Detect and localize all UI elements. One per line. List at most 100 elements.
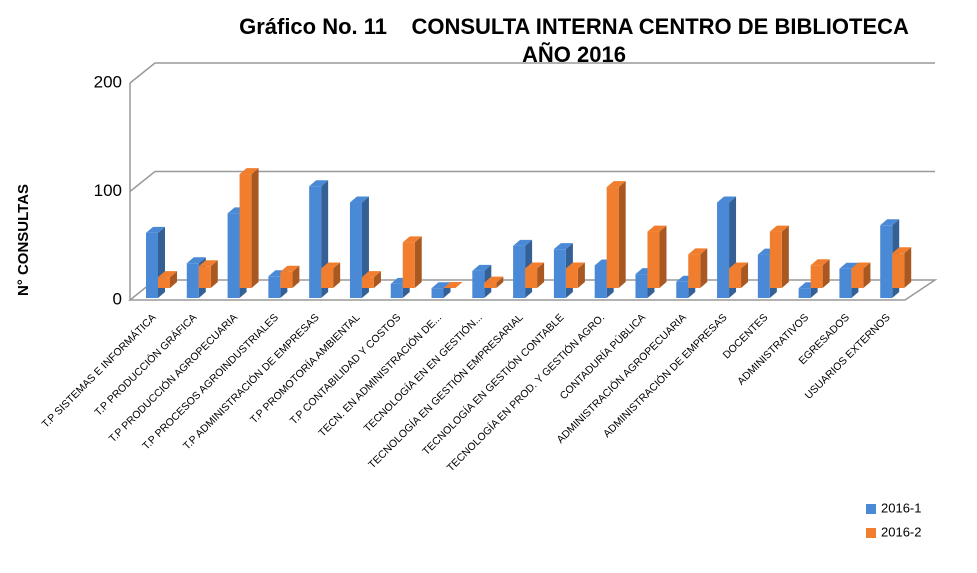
bar-top [280, 265, 300, 272]
bar [565, 268, 578, 288]
bar [472, 270, 485, 298]
bar-top [309, 180, 329, 187]
bar [513, 245, 526, 298]
y-axis-label: N° CONSULTAS [15, 184, 32, 296]
bar [525, 268, 538, 288]
bar [606, 187, 619, 288]
y-tick-label: 100 [94, 181, 122, 200]
legend-swatch [866, 528, 876, 538]
bar [676, 281, 689, 298]
bar-top [688, 248, 708, 255]
bar [553, 249, 566, 298]
bar-side [741, 262, 749, 288]
y-tick-label: 0 [113, 289, 122, 308]
legend-label: 2016-1 [881, 500, 921, 515]
legend-label: 2016-2 [881, 524, 921, 539]
bar-top [851, 262, 871, 269]
bar [349, 202, 362, 298]
bar [798, 288, 811, 298]
bar [839, 268, 852, 298]
bar-top [717, 196, 737, 203]
bar [390, 283, 403, 298]
bar-top [729, 262, 749, 269]
bar [717, 202, 730, 298]
bar-top [349, 196, 369, 203]
bar-side [361, 196, 369, 298]
bar-side [700, 248, 708, 288]
bar [309, 186, 322, 298]
bar-top [146, 226, 165, 233]
bar-side [414, 236, 422, 288]
bar-top [647, 225, 667, 232]
bar-top [431, 282, 451, 289]
bar-side [618, 181, 626, 288]
chart-title: Gráfico No. 11 CONSULTA INTERNA CENTRO D… [239, 14, 909, 39]
bar [647, 231, 660, 288]
bar-side [577, 262, 585, 288]
bar [810, 265, 823, 288]
bar-top [810, 259, 830, 266]
bar-top [880, 219, 900, 226]
bar [729, 268, 742, 288]
x-tick-label: TECNOLOGÍA EN GESTIÓN CONTABLE [420, 311, 567, 458]
bar-top [361, 271, 381, 278]
bar-top [472, 264, 492, 271]
bar [321, 268, 334, 288]
bar [361, 277, 374, 288]
bar-side [904, 247, 912, 288]
bar [239, 174, 252, 288]
bar [769, 231, 782, 288]
bar-side [170, 271, 177, 288]
bar-side [333, 262, 341, 288]
bar-side [659, 225, 667, 288]
bar-side [251, 168, 259, 288]
bar-top [553, 243, 573, 250]
grid-line [129, 170, 935, 193]
bar-top [565, 262, 585, 269]
bar-top [839, 262, 859, 269]
bar [146, 232, 158, 298]
bar-top [892, 247, 912, 254]
bar-top [186, 257, 206, 264]
bar [688, 254, 701, 288]
bar-side [496, 276, 504, 288]
grid-line [129, 62, 935, 84]
bar-top [239, 168, 259, 175]
bar-side [863, 262, 871, 288]
bar [851, 268, 864, 288]
bar-top [606, 181, 626, 188]
bar-top [513, 239, 533, 246]
bar [484, 282, 497, 288]
bar [227, 213, 240, 298]
bar [635, 274, 648, 298]
bar [594, 265, 607, 298]
bar-top [525, 262, 545, 269]
bar [880, 225, 893, 298]
bar [158, 277, 170, 288]
x-tick-label: TECNOLOGÍA EN GESTIÓN EMPRESARIAL [365, 311, 525, 471]
bar [280, 271, 293, 288]
bar-side [537, 262, 545, 288]
bar-top [484, 276, 504, 283]
bar-side [822, 259, 830, 288]
bar-top [198, 260, 218, 267]
bar [431, 288, 444, 298]
bar-side [373, 271, 381, 288]
y-tick-label: 200 [94, 72, 122, 91]
bar-top [443, 282, 463, 288]
bar [892, 253, 905, 288]
bar-side [210, 260, 218, 288]
bar [402, 242, 415, 288]
bar-top [158, 271, 177, 278]
bar-side [781, 225, 789, 288]
bar-top [402, 236, 422, 243]
bar-top [769, 225, 789, 232]
x-tick-label: USUARIOS EXTERNOS [803, 312, 893, 402]
bar [757, 254, 770, 298]
bar-side [292, 265, 300, 288]
bar [198, 266, 211, 288]
bar [186, 263, 199, 298]
x-tick-label: ADMINISTRATIVOS [735, 312, 811, 388]
legend-swatch [866, 504, 876, 514]
bar [268, 276, 281, 298]
